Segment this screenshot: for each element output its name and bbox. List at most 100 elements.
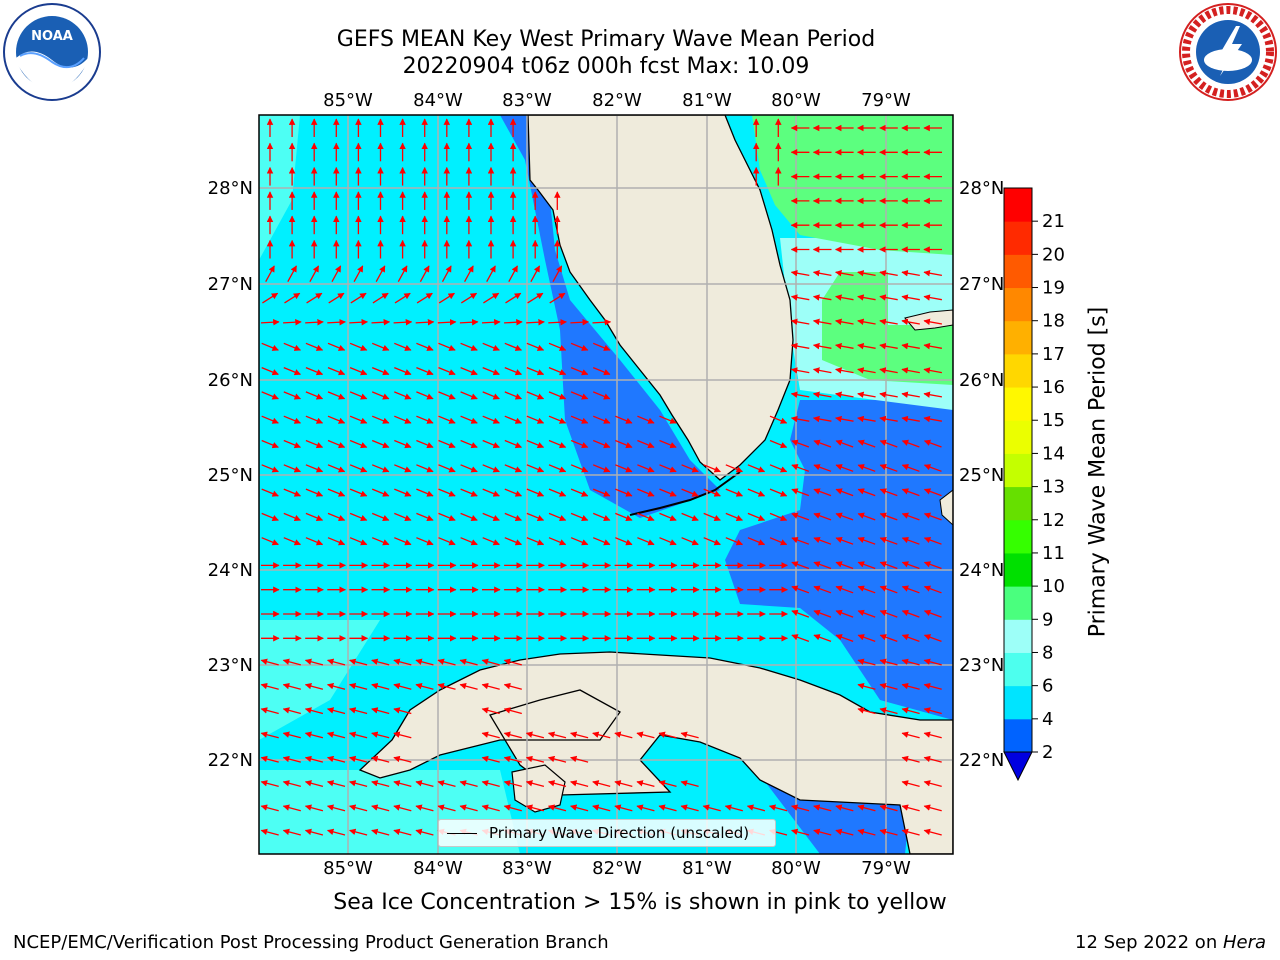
- wave-arrow: [835, 585, 854, 594]
- wave-arrow: [923, 585, 942, 594]
- wave-arrow: [813, 609, 832, 618]
- wave-arrow: [504, 342, 523, 351]
- wave-arrow: [857, 609, 876, 618]
- wave-arrow: [879, 367, 898, 374]
- wave-arrow: [371, 537, 390, 546]
- wave-arrow: [680, 731, 699, 739]
- wave-arrow: [901, 536, 920, 545]
- wave-arrow: [813, 828, 832, 836]
- wave-arrow: [659, 488, 677, 497]
- wave-arrow: [326, 828, 346, 836]
- wave-arrow: [812, 415, 832, 423]
- wave-arrow: [835, 828, 854, 836]
- wave-arrow: [879, 294, 898, 301]
- wave-arrow: [415, 658, 434, 666]
- colorbar-tick-label: 17: [1042, 344, 1065, 365]
- colorbar-frame: [1003, 187, 1033, 753]
- svg-text:NOAA: NOAA: [31, 29, 73, 44]
- wave-arrow: [371, 780, 390, 788]
- wave-arrow: [923, 658, 942, 666]
- wave-arrow: [857, 342, 876, 350]
- wave-arrow: [349, 682, 368, 690]
- wave-arrow: [459, 318, 479, 326]
- wave-arrow: [438, 391, 456, 400]
- wave-arrow: [857, 634, 876, 643]
- wave-arrow: [261, 488, 279, 497]
- wave-arrow: [438, 464, 456, 473]
- wave-arrow: [349, 318, 369, 326]
- colorbar-segment: [1004, 453, 1032, 488]
- wave-arrow: [260, 828, 279, 836]
- wave-arrow: [813, 488, 832, 497]
- wave-arrow: [552, 265, 563, 283]
- wave-arrow: [482, 415, 500, 424]
- wave-arrow: [592, 391, 611, 400]
- legend: Primary Wave Direction (unscaled): [438, 819, 776, 847]
- wave-direction-arrows: [260, 118, 943, 836]
- wave-arrow: [460, 537, 478, 546]
- wave-arrow: [901, 318, 920, 326]
- wave-arrow: [857, 439, 876, 448]
- wave-arrow: [394, 342, 412, 351]
- wave-arrow: [349, 415, 368, 424]
- wave-arrow: [636, 731, 655, 739]
- wave-arrow: [349, 512, 368, 521]
- colorbar-extend-arrow: [1003, 751, 1033, 782]
- wave-arrow: [615, 415, 633, 424]
- wave-arrow: [746, 804, 766, 812]
- ocean-blue-fl-west: [500, 115, 720, 518]
- wave-arrow: [505, 292, 522, 304]
- wave-arrow: [283, 318, 302, 326]
- wave-arrow: [923, 609, 942, 618]
- wave-arrow: [326, 755, 346, 763]
- wave-arrow: [282, 731, 301, 739]
- wave-arrow: [901, 294, 920, 301]
- wave-arrow: [525, 780, 545, 788]
- wave-arrow: [923, 318, 943, 326]
- wave-arrow: [327, 366, 346, 376]
- wave-arrow: [260, 658, 279, 666]
- wave-arrow: [615, 439, 633, 449]
- wave-arrow: [261, 366, 279, 376]
- wave-arrow: [283, 464, 302, 473]
- wave-arrow: [812, 318, 832, 326]
- wave-arrow: [438, 342, 456, 351]
- wave-arrow: [416, 366, 434, 376]
- wave-arrow: [371, 682, 390, 690]
- wave-arrow: [526, 318, 545, 326]
- wave-arrow: [326, 707, 346, 715]
- wave-arrow: [328, 292, 345, 304]
- map-area: [259, 115, 953, 854]
- wave-arrow: [658, 731, 677, 739]
- wave-arrow: [261, 537, 279, 546]
- wave-arrow: [747, 512, 766, 521]
- wave-arrow: [260, 804, 279, 812]
- wave-arrow: [857, 828, 876, 836]
- wave-arrow: [393, 780, 412, 788]
- wave-arrow: [923, 464, 942, 472]
- lat-label: 24°N: [208, 560, 253, 581]
- wave-arrow: [923, 488, 942, 497]
- lat-label: 24°N: [959, 560, 1004, 581]
- wave-arrow: [791, 512, 810, 521]
- lon-label: 85°W: [323, 858, 373, 879]
- wave-arrow: [481, 804, 500, 812]
- wave-arrow: [548, 537, 567, 546]
- lon-label: 84°W: [413, 90, 463, 111]
- wave-arrow: [769, 537, 788, 546]
- wave-arrow: [504, 537, 523, 546]
- wave-arrow: [394, 292, 411, 304]
- lon-label: 79°W: [861, 858, 911, 879]
- wave-arrow: [260, 731, 279, 739]
- wave-arrow: [570, 464, 589, 473]
- wave-arrow: [725, 537, 744, 546]
- wave-arrow: [394, 391, 412, 400]
- wave-arrow: [371, 366, 390, 376]
- wave-arrow: [525, 755, 545, 763]
- wave-arrow: [371, 512, 390, 521]
- wave-arrow: [637, 488, 655, 497]
- wave-arrow: [857, 415, 876, 423]
- wave-arrow: [592, 318, 612, 326]
- wave-arrow: [372, 292, 389, 304]
- wave-arrow: [857, 294, 876, 301]
